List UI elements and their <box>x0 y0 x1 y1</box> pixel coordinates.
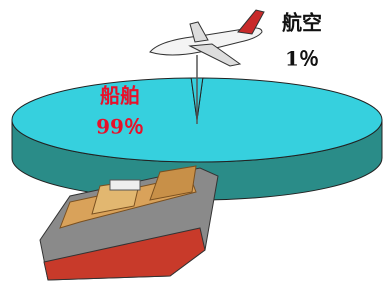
slice-label: 船舶 <box>100 84 140 108</box>
page: {"chart_data": {"type": "pie", "categori… <box>0 0 383 285</box>
chart: 船舶 99％ 航空 1％ <box>0 0 383 285</box>
value-label: 1％ <box>285 47 319 71</box>
slice-label: 航空 <box>282 11 322 35</box>
value-label: 99％ <box>96 115 144 139</box>
